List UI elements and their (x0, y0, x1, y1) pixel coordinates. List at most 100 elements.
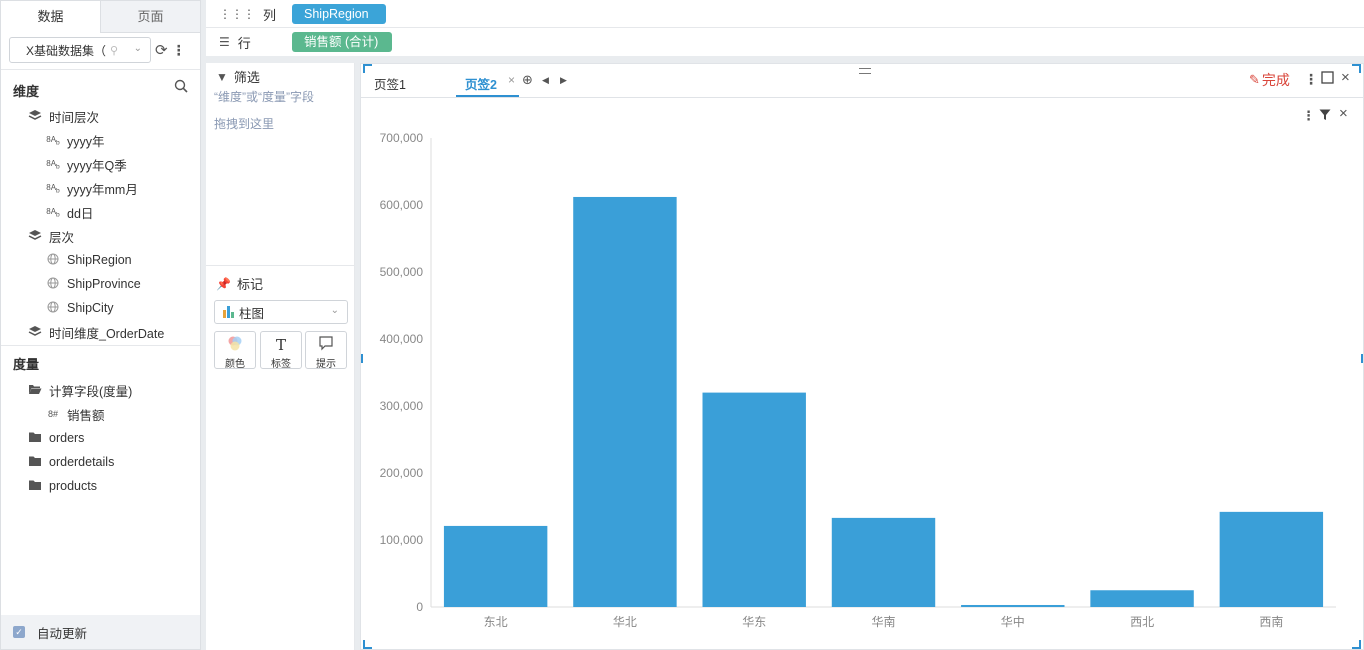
tree-label: 时间维度_OrderDate (49, 326, 165, 341)
columns-pill-shipregion[interactable]: ShipRegion (292, 4, 386, 24)
tab-page[interactable]: 页面 (100, 1, 200, 33)
resize-handle-left[interactable] (361, 354, 363, 363)
bar (443, 525, 548, 607)
more-vertical-icon[interactable]: ⋮ (1304, 71, 1318, 87)
tree-item-month[interactable]: 8Ab yyyy年mm月 (45, 178, 138, 198)
bar (1090, 590, 1194, 607)
dataset-select[interactable]: X基础数据集（ ⚲ ⌄ (9, 37, 151, 63)
active-tab-indicator (456, 95, 519, 97)
filter-hint-line2: 拖拽到这里 (214, 117, 275, 131)
tooltip-button[interactable]: 提示 (305, 331, 347, 370)
refresh-icon[interactable]: ⟳ (155, 42, 168, 59)
bar (573, 196, 677, 607)
filter-hint-line1: “维度”或“度量”字段 (214, 90, 314, 104)
columns-icon: ⋮⋮⋮ (219, 7, 255, 21)
bar (961, 604, 1065, 607)
folder-icon (27, 455, 43, 469)
tree-label: yyyy年Q季 (67, 158, 127, 173)
tree-group-hierarchy[interactable]: 层次 (27, 226, 74, 246)
pin-icon: 📌 (216, 276, 231, 291)
date-field-icon: 8Ab (46, 183, 60, 195)
measures-title: 度量 (13, 357, 40, 372)
y-tick-label: 100,000 (380, 533, 424, 547)
y-tick-label: 400,000 (380, 332, 424, 346)
date-field-icon: 8Ab (46, 207, 60, 219)
filter-title: ▼ 筛选 (216, 67, 260, 86)
tree-label: 时间层次 (49, 110, 100, 125)
tab-page1[interactable]: 页签1 (374, 78, 406, 92)
y-tick-label: 200,000 (380, 466, 424, 480)
maximize-icon[interactable] (1321, 71, 1334, 87)
tree-label: 计算字段(度量) (49, 384, 133, 399)
rows-shelf[interactable]: ☰ 行 销售额 (合计) (206, 28, 1364, 56)
columns-shelf[interactable]: ⋮⋮⋮ 列 ShipRegion (206, 0, 1364, 28)
tree-label: orders (49, 431, 85, 445)
done-button[interactable]: ✎ 完成 (1249, 70, 1290, 90)
chart-type-select[interactable]: 柱图 ⌄ (214, 300, 348, 324)
panel-gutter[interactable] (355, 63, 360, 650)
chevron-down-icon: ⌄ (330, 305, 339, 316)
layers-icon (27, 109, 43, 123)
button-label: 提示 (316, 359, 336, 370)
tree-group-time-hierarchy[interactable]: 时间层次 (27, 106, 99, 126)
chart-filter-icon[interactable] (1319, 109, 1331, 124)
tree-group-time-dimension[interactable]: 时间维度_OrderDate (27, 322, 164, 342)
globe-icon (45, 301, 61, 315)
bar (1219, 511, 1324, 607)
tree-folder-calculated[interactable]: 计算字段(度量) (27, 380, 132, 400)
rows-shelf-label: ☰ 行 (206, 33, 292, 52)
data-panel: 数据 页面 X基础数据集（ ⚲ ⌄ ⟳ ⋮ 维度 时间层次 8Ab yyyy年 … (0, 0, 201, 650)
close-icon[interactable]: × (1341, 69, 1350, 86)
tree-item-shipprovince[interactable]: ShipProvince (45, 274, 141, 294)
tooltip-icon (306, 335, 346, 355)
divider (206, 265, 355, 266)
tree-item-quarter[interactable]: 8Ab yyyy年Q季 (45, 154, 127, 174)
marks-title-text: 标记 (236, 277, 263, 292)
x-tick-label: 西北 (1130, 615, 1154, 629)
tree-label: products (49, 479, 97, 493)
chart-close-icon[interactable]: × (1339, 105, 1348, 122)
close-tab-icon[interactable]: × (508, 73, 516, 87)
tree-label: 销售额 (67, 408, 105, 423)
color-button[interactable]: 颜色 (214, 331, 256, 370)
tree-folder-orders[interactable]: orders (27, 428, 84, 448)
divider (206, 27, 1364, 28)
tab-page2[interactable]: 页签2 (465, 78, 497, 92)
rows-pill-sales[interactable]: 销售额 (合计) (292, 32, 392, 52)
page-tabbar: 页签1 页签2 × ⊕ ◀ ▶ ✎ 完成 ⋮ × (361, 64, 1363, 98)
label-button[interactable]: T 标签 (260, 331, 302, 370)
date-field-icon: 8Ab (46, 159, 60, 171)
dataset-name: X基础数据集（ (26, 43, 107, 58)
filter-icon: ▼ (216, 69, 228, 84)
panel-tabs: 数据 页面 (1, 1, 200, 33)
text-label-icon: T (275, 336, 286, 354)
selection-corner (363, 640, 372, 649)
tree-label: yyyy年 (67, 134, 105, 149)
next-tab-icon[interactable]: ▶ (560, 75, 567, 85)
tree-item-shipcity[interactable]: ShipCity (45, 298, 114, 318)
tree-item-sales[interactable]: 8# 销售额 (45, 404, 105, 424)
search-icon[interactable] (174, 79, 188, 93)
selection-corner (363, 64, 372, 73)
measure-field-icon: 8# (47, 409, 58, 419)
tree-item-year[interactable]: 8Ab yyyy年 (45, 130, 105, 150)
drag-handle[interactable] (859, 68, 871, 74)
tab-data[interactable]: 数据 (1, 1, 100, 33)
globe-icon (45, 253, 61, 267)
panel-gutter[interactable] (201, 0, 206, 650)
tree-folder-products[interactable]: products (27, 476, 97, 496)
folder-icon (27, 479, 43, 493)
shelves: ⋮⋮⋮ 列 ShipRegion ☰ 行 销售额 (合计) (206, 0, 1364, 56)
resize-handle-right[interactable] (1361, 354, 1363, 363)
button-label: 标签 (271, 359, 291, 370)
more-vertical-icon[interactable]: ⋮ (171, 41, 186, 58)
layers-icon (27, 229, 43, 243)
add-tab-icon[interactable]: ⊕ (522, 72, 533, 87)
prev-tab-icon[interactable]: ◀ (542, 75, 549, 85)
chart-more-icon[interactable]: ⋮ (1302, 108, 1315, 123)
auto-update-checkbox[interactable]: ✓ (13, 626, 25, 638)
search-icon: ⚲ (110, 44, 119, 57)
tree-item-day[interactable]: 8Ab dd日 (45, 202, 93, 222)
tree-folder-orderdetails[interactable]: orderdetails (27, 452, 114, 472)
tree-item-shipregion[interactable]: ShipRegion (45, 250, 132, 270)
